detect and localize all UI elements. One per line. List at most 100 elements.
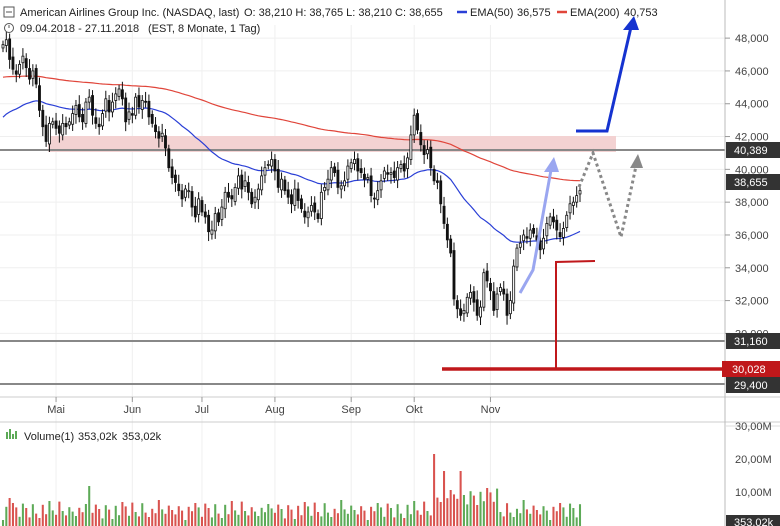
candle-body	[512, 265, 516, 304]
volume-bar	[399, 513, 402, 526]
ema200-line	[2, 75, 581, 182]
candle-body	[329, 167, 333, 181]
candle	[508, 291, 512, 320]
volume-bar	[1, 520, 5, 526]
candle-body	[44, 124, 48, 142]
candle	[253, 189, 257, 209]
candle	[11, 47, 15, 75]
volume-bar	[127, 515, 131, 526]
y-axis: 48,000 46,000 44,000 42,000 40,000 38,000 36,0…	[725, 33, 769, 340]
volume-bar	[300, 515, 303, 526]
volume-bar	[51, 510, 54, 526]
candle-body	[1, 44, 5, 49]
candle	[392, 161, 396, 183]
tag-38655: 38,655	[726, 174, 780, 190]
tag-40389-text: 40,389	[734, 145, 768, 157]
candle-body	[485, 270, 489, 282]
tag-29400: 29,400	[726, 377, 780, 393]
candle-body	[442, 205, 446, 224]
candle-body	[396, 167, 400, 181]
vol-tick-20m: 20,00M	[735, 454, 772, 466]
candle	[542, 228, 545, 255]
volume-bar	[366, 520, 369, 526]
candle	[313, 196, 317, 221]
volume-bar	[449, 490, 452, 526]
x-tick-label: Mai	[47, 404, 65, 416]
candle-body	[137, 95, 141, 108]
volume-bar	[240, 501, 243, 526]
volume-bar	[220, 518, 223, 526]
volume-bar	[61, 511, 64, 526]
volume-icon-bar2	[9, 429, 11, 439]
volume-bar	[121, 502, 124, 526]
candle	[124, 92, 128, 132]
candle-body	[300, 198, 303, 210]
candle-body	[101, 113, 104, 127]
candle	[482, 268, 486, 312]
candle-body	[525, 236, 529, 239]
collapse-icon[interactable]	[3, 6, 15, 18]
volume-bar	[380, 507, 383, 526]
candle	[442, 196, 446, 229]
volume-bar	[413, 501, 416, 526]
volume-bar	[393, 517, 396, 526]
volume-bar	[194, 503, 197, 526]
candle-body	[157, 131, 161, 139]
candle	[300, 194, 303, 213]
candle-body	[571, 201, 575, 206]
candle	[479, 300, 482, 326]
volume-bar	[459, 471, 462, 526]
candle	[177, 174, 181, 197]
candle-body	[18, 63, 22, 75]
volume-bar	[88, 486, 91, 526]
candle	[227, 182, 230, 203]
volume-bar	[330, 517, 333, 526]
y-tick-label: 32,000	[735, 296, 769, 308]
candle-body	[230, 195, 234, 200]
candle	[81, 107, 85, 130]
candle-body	[548, 216, 552, 226]
y-tick-label: 36,000	[735, 230, 769, 242]
candle-body	[508, 300, 512, 315]
volume-bar	[303, 502, 306, 526]
volume-bar	[310, 515, 313, 526]
volume-bar	[270, 508, 273, 526]
candle-body	[71, 113, 75, 125]
candle	[495, 287, 499, 318]
candle-body	[127, 111, 131, 120]
candle	[41, 104, 45, 137]
candle-body	[273, 159, 277, 172]
volume-bar	[346, 513, 349, 526]
candle	[558, 223, 562, 243]
volume-icon-bar4	[15, 431, 17, 439]
volume-bar	[559, 503, 562, 526]
ema200-legend-value: 40,753	[624, 7, 658, 19]
volume-bar	[187, 506, 190, 526]
candle-body	[124, 97, 128, 123]
candle-body	[270, 159, 274, 167]
candle	[94, 108, 98, 129]
candle	[343, 171, 346, 192]
candle	[120, 81, 124, 106]
tag-29400-bg	[726, 377, 780, 393]
candle	[455, 295, 459, 319]
candle	[71, 105, 75, 131]
y-tick-label: 44,000	[735, 99, 769, 111]
candle-body	[309, 205, 313, 212]
candle-body	[283, 179, 287, 192]
candle-body	[177, 183, 181, 192]
volume-bar	[151, 508, 154, 526]
candle-body	[412, 114, 416, 136]
volume-bar	[555, 511, 558, 526]
candle	[223, 186, 227, 219]
volume-bar	[552, 506, 555, 526]
tag-30028: 30,028	[722, 361, 780, 377]
candle	[170, 158, 174, 185]
candle	[525, 227, 529, 244]
volume-bar	[177, 506, 180, 526]
candle-body	[399, 164, 403, 169]
candle	[8, 33, 12, 69]
volume-bar	[181, 510, 184, 526]
candle	[213, 206, 217, 239]
vol-tag-bg	[726, 515, 780, 526]
